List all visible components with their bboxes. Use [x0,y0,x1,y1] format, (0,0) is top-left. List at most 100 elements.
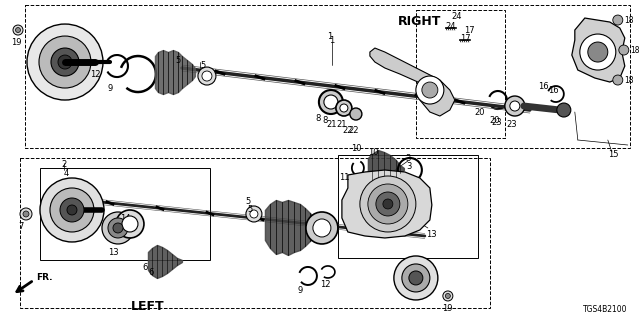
Text: 22: 22 [342,125,353,134]
Text: 4: 4 [66,178,71,187]
Text: 17: 17 [460,34,470,43]
Circle shape [27,24,103,100]
Text: 5: 5 [200,61,205,70]
Text: 23: 23 [492,117,502,126]
Text: 18: 18 [630,46,639,55]
Circle shape [416,76,444,104]
Circle shape [422,82,438,98]
Text: LEFT: LEFT [131,300,164,313]
Circle shape [340,104,348,112]
Circle shape [445,293,451,299]
Text: 22: 22 [348,126,358,135]
Bar [416,10,505,138]
Text: 13: 13 [426,230,436,239]
Circle shape [102,212,134,244]
Text: 23: 23 [507,120,518,129]
Circle shape [588,42,608,62]
Circle shape [40,178,104,242]
Circle shape [394,256,438,300]
Text: 21: 21 [336,120,346,129]
Text: RIGHT: RIGHT [398,15,442,28]
Text: 18: 18 [624,76,634,85]
Text: 8: 8 [316,114,321,123]
Text: 11: 11 [339,173,349,182]
Circle shape [360,176,416,232]
Text: 15: 15 [608,150,618,159]
Circle shape [198,67,216,85]
Text: 12: 12 [90,70,100,79]
Circle shape [409,271,423,285]
Circle shape [505,96,525,116]
Polygon shape [342,170,432,238]
Circle shape [13,25,23,35]
Circle shape [510,101,520,111]
Circle shape [51,48,79,76]
Circle shape [60,198,84,222]
Circle shape [113,223,123,233]
Circle shape [319,90,343,114]
Text: 3: 3 [406,162,412,171]
Circle shape [376,192,400,216]
Circle shape [336,100,352,116]
Text: 17: 17 [464,26,474,35]
Text: 3: 3 [405,154,411,163]
Circle shape [324,95,338,109]
Circle shape [202,71,212,81]
Circle shape [108,218,128,238]
Text: 6: 6 [148,268,154,277]
Text: FR.: FR. [36,273,52,282]
Circle shape [122,216,138,232]
Text: 20: 20 [490,116,500,125]
Circle shape [39,36,91,88]
Text: 5: 5 [247,205,252,214]
Text: 6: 6 [142,263,148,272]
Text: 11: 11 [348,176,358,185]
Polygon shape [572,18,625,82]
Text: 8: 8 [322,116,327,125]
Text: 10: 10 [368,148,378,157]
Text: 10: 10 [351,143,361,153]
Text: 13: 13 [108,248,118,257]
Text: 9: 9 [108,84,113,93]
Circle shape [613,15,623,25]
Text: 19: 19 [11,38,22,47]
Circle shape [368,184,408,224]
Text: 4: 4 [63,170,68,179]
Circle shape [50,188,94,232]
Circle shape [58,55,72,69]
Text: 12: 12 [320,280,330,289]
Text: 16: 16 [538,82,549,91]
Text: 9: 9 [298,286,303,295]
Circle shape [306,212,338,244]
Text: TGS4B2100: TGS4B2100 [583,305,628,314]
Text: 7: 7 [18,222,24,231]
Bar [20,158,490,308]
Circle shape [246,206,262,222]
Bar [40,168,210,260]
Circle shape [580,34,616,70]
Text: 5: 5 [245,197,250,206]
Circle shape [613,75,623,85]
Polygon shape [370,48,455,116]
Circle shape [350,108,362,120]
Circle shape [383,199,393,209]
Text: 19: 19 [442,304,452,313]
Circle shape [250,210,258,218]
Circle shape [402,264,430,292]
Text: 20: 20 [475,108,485,116]
Text: 5: 5 [175,56,180,65]
Text: 24: 24 [452,12,462,20]
Circle shape [619,45,629,55]
Text: 21: 21 [326,119,337,129]
Text: 1: 1 [329,36,335,45]
Circle shape [23,211,29,217]
Text: 14: 14 [120,214,131,223]
Circle shape [20,208,32,220]
Circle shape [313,219,331,237]
Circle shape [443,291,453,301]
Text: 16: 16 [548,86,559,95]
Text: 2: 2 [61,160,67,169]
Circle shape [557,103,571,117]
Bar [338,155,478,258]
Circle shape [116,210,144,238]
